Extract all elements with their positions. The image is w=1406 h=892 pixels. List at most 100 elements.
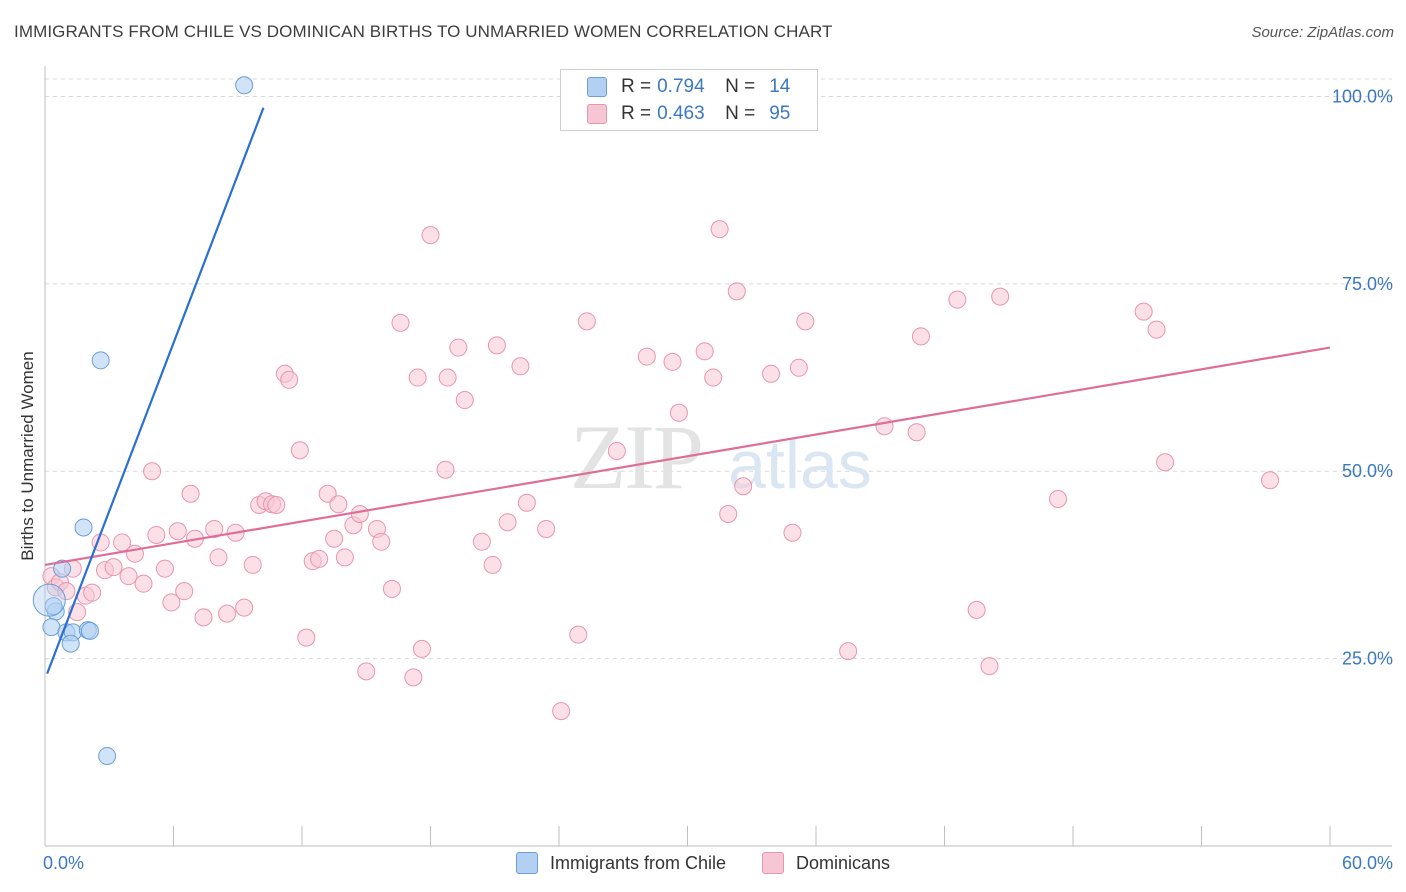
legend-swatch-dominicans	[587, 104, 607, 124]
point-dominicans[interactable]	[948, 290, 967, 309]
point-dominicans[interactable]	[487, 336, 506, 355]
point-dominicans[interactable]	[243, 555, 262, 574]
point-dominicans[interactable]	[181, 484, 200, 503]
point-dominicans[interactable]	[695, 342, 714, 361]
point-dominicans[interactable]	[483, 555, 502, 574]
point-dominicans[interactable]	[57, 582, 76, 601]
point-dominicans[interactable]	[404, 668, 423, 687]
trend-line-dominicans	[44, 346, 1331, 567]
point-dominicans[interactable]	[607, 442, 626, 461]
point-dominicans[interactable]	[162, 593, 181, 612]
point-dominicans[interactable]	[537, 519, 556, 538]
point-dominicans[interactable]	[875, 417, 894, 436]
point-dominicans[interactable]	[511, 357, 530, 376]
point-dominicans[interactable]	[357, 662, 376, 681]
point-dominicans[interactable]	[663, 352, 682, 371]
point-dominicans[interactable]	[552, 702, 571, 721]
x-tick-label-min: 0.0%	[43, 853, 84, 873]
point-dominicans[interactable]	[980, 657, 999, 676]
point-dominicans[interactable]	[335, 548, 354, 567]
point-dominicans[interactable]	[991, 287, 1010, 306]
point-dominicans[interactable]	[783, 523, 802, 542]
point-dominicans[interactable]	[436, 460, 455, 479]
point-dominicans[interactable]	[119, 567, 138, 586]
point-dominicans[interactable]	[175, 582, 194, 601]
point-dominicans[interactable]	[350, 504, 369, 523]
point-dominicans[interactable]	[517, 493, 536, 512]
point-dominicans[interactable]	[719, 504, 738, 523]
point-dominicans[interactable]	[104, 558, 123, 577]
point-dominicans[interactable]	[325, 529, 344, 548]
point-dominicans[interactable]	[209, 548, 228, 567]
dominicans-points	[42, 220, 1280, 721]
point-dominicans[interactable]	[839, 642, 858, 661]
point-dominicans[interactable]	[449, 338, 468, 357]
point-dominicans[interactable]	[498, 513, 517, 532]
point-dominicans[interactable]	[391, 313, 410, 332]
point-dominicans[interactable]	[143, 462, 162, 481]
legend-r-label: R =	[621, 76, 652, 97]
point-dominicans[interactable]	[637, 347, 656, 366]
legend-item-dominicans[interactable]: Dominicans	[762, 852, 890, 874]
point-dominicans[interactable]	[194, 608, 213, 627]
point-dominicans[interactable]	[168, 522, 187, 541]
point-dominicans[interactable]	[412, 639, 431, 658]
point-dominicans[interactable]	[1261, 471, 1280, 490]
point-dominicans[interactable]	[734, 477, 753, 496]
point-dominicans[interactable]	[280, 370, 299, 389]
point-dominicans[interactable]	[235, 598, 254, 617]
point-dominicans[interactable]	[438, 368, 457, 387]
point-dominicans[interactable]	[290, 441, 309, 460]
point-dominicans[interactable]	[710, 220, 729, 239]
y-tick-label: 100.0%	[1332, 86, 1393, 106]
point-dominicans[interactable]	[455, 391, 474, 410]
point-dominicans[interactable]	[577, 312, 596, 331]
point-dominicans[interactable]	[1147, 320, 1166, 339]
point-dominicans[interactable]	[967, 600, 986, 619]
point-chile[interactable]	[91, 351, 110, 370]
point-dominicans[interactable]	[267, 495, 286, 514]
point-dominicans[interactable]	[408, 368, 427, 387]
point-dominicans[interactable]	[310, 549, 329, 568]
legend-item-chile[interactable]: Immigrants from Chile	[515, 852, 726, 874]
point-chile[interactable]	[32, 583, 66, 617]
point-dominicans[interactable]	[796, 312, 815, 331]
legend-swatch-chile	[587, 77, 607, 97]
point-dominicans[interactable]	[1134, 302, 1153, 321]
point-chile[interactable]	[235, 76, 254, 95]
point-chile[interactable]	[44, 597, 63, 616]
point-dominicans[interactable]	[297, 628, 316, 647]
point-dominicans[interactable]	[382, 579, 401, 598]
point-dominicans[interactable]	[907, 423, 926, 442]
point-chile[interactable]	[98, 747, 117, 766]
point-dominicans[interactable]	[704, 368, 723, 387]
point-dominicans[interactable]	[911, 327, 930, 346]
point-chile[interactable]	[53, 559, 72, 578]
point-dominicans[interactable]	[421, 226, 440, 245]
point-dominicans[interactable]	[762, 364, 781, 383]
point-dominicans[interactable]	[205, 519, 224, 538]
point-dominicans[interactable]	[1049, 489, 1068, 508]
point-chile[interactable]	[74, 518, 93, 537]
chile-points	[32, 76, 254, 766]
point-dominicans[interactable]	[155, 559, 174, 578]
point-chile[interactable]	[42, 618, 61, 637]
point-dominicans[interactable]	[789, 358, 808, 377]
point-dominicans[interactable]	[134, 574, 153, 593]
legend-row-chile: R = 0.794 N = 14	[587, 75, 790, 99]
point-dominicans[interactable]	[147, 525, 166, 544]
point-dominicans[interactable]	[218, 604, 237, 623]
point-chile[interactable]	[80, 621, 99, 640]
point-dominicans[interactable]	[372, 532, 391, 551]
point-dominicans[interactable]	[83, 583, 102, 602]
axes	[44, 66, 1392, 847]
legend-n-value: 14	[769, 76, 791, 97]
point-dominicans[interactable]	[669, 403, 688, 422]
point-dominicans[interactable]	[329, 495, 348, 514]
point-dominicans[interactable]	[1156, 453, 1175, 472]
point-dominicans[interactable]	[727, 282, 746, 301]
point-chile[interactable]	[61, 634, 80, 653]
point-dominicans[interactable]	[569, 625, 588, 644]
legend-label-dominicans: Dominicans	[796, 852, 891, 873]
point-dominicans[interactable]	[472, 532, 491, 551]
